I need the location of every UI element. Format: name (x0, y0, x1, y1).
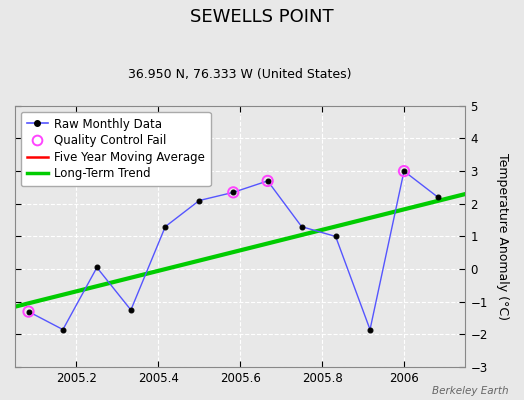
Legend: Raw Monthly Data, Quality Control Fail, Five Year Moving Average, Long-Term Tren: Raw Monthly Data, Quality Control Fail, … (21, 112, 211, 186)
Title: 36.950 N, 76.333 W (United States): 36.950 N, 76.333 W (United States) (128, 68, 352, 81)
Point (229, 189, 237, 196)
Y-axis label: Temperature Anomaly (°C): Temperature Anomaly (°C) (496, 153, 509, 320)
Point (264, 178, 272, 184)
Text: SEWELLS POINT: SEWELLS POINT (190, 8, 334, 26)
Point (24, 308, 32, 315)
Point (400, 168, 408, 174)
Text: Berkeley Earth: Berkeley Earth (432, 386, 508, 396)
